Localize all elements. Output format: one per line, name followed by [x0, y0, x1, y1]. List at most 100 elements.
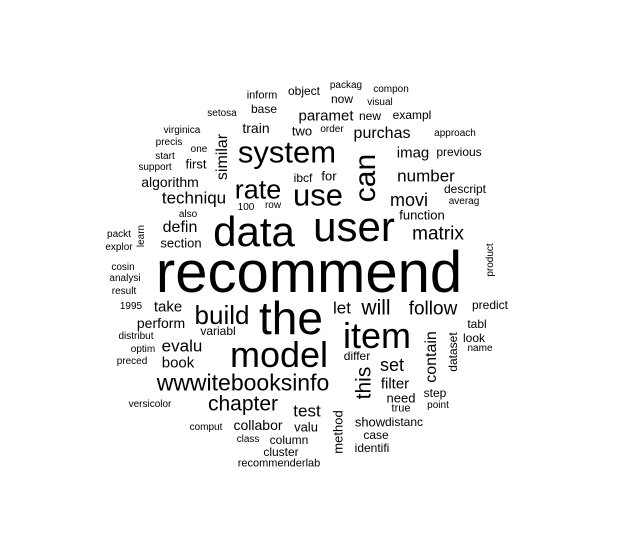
word-section: section	[160, 235, 202, 251]
word-distribut: distribut	[118, 331, 154, 342]
word-descript: descript	[443, 182, 487, 196]
word-paramet: paramet	[298, 107, 354, 125]
word-recommenderlab: recommenderlab	[237, 457, 321, 470]
word-dataset: dataset	[446, 332, 460, 372]
word-system: system	[237, 134, 337, 170]
word-start: start	[155, 151, 175, 162]
word-contain: contain	[423, 331, 440, 383]
word-order: order	[320, 124, 344, 135]
word-valu: valu	[294, 419, 318, 435]
word-case: case	[363, 428, 389, 442]
word-precis: precis	[155, 137, 183, 148]
word-support: support	[138, 162, 172, 173]
word-will: will	[361, 296, 391, 320]
word-packag: packag	[329, 80, 363, 91]
word-averag: averag	[448, 196, 480, 207]
word-visual: visual	[367, 97, 393, 108]
word-class: class	[236, 434, 260, 445]
word-matrix: matrix	[412, 223, 464, 245]
word-method: method	[330, 410, 346, 454]
word-evalu: evalu	[161, 336, 203, 356]
word-variabl: variabl	[200, 324, 236, 338]
word-take: take	[153, 298, 183, 316]
word-filter: filter	[380, 375, 410, 393]
word-base: base	[250, 102, 278, 116]
word-function: function	[399, 207, 445, 223]
word-look: look	[462, 331, 486, 345]
word-cosin: cosin	[111, 262, 135, 273]
word-use: use	[293, 177, 343, 213]
word-follow: follow	[408, 298, 458, 320]
word-true: true	[391, 402, 411, 415]
word-defin: defin	[162, 219, 198, 236]
word-the: the	[259, 292, 323, 344]
word-row: row	[264, 200, 282, 211]
word-for: for	[321, 168, 337, 184]
word-column: column	[269, 433, 309, 447]
word-need: need	[386, 390, 416, 406]
word-show: show	[354, 414, 386, 430]
word-learn: learn	[136, 224, 147, 248]
word-let: let	[333, 298, 351, 318]
word-predict: predict	[471, 298, 509, 312]
word-step: step	[423, 386, 447, 400]
word-chapter: chapter	[207, 392, 279, 416]
word-explor: explor	[105, 242, 133, 253]
word-ibcf: ibcf	[293, 171, 313, 185]
word-user: user	[313, 203, 395, 250]
word-purchas: purchas	[353, 125, 411, 142]
word-algorithm: algorithm	[141, 174, 199, 190]
word-compon: compon	[373, 84, 409, 95]
word-point: point	[427, 400, 449, 411]
word-model: model	[229, 334, 329, 375]
word-distanc: distanc	[384, 415, 424, 429]
word-comput: comput	[189, 422, 223, 433]
word-train: train	[242, 120, 270, 136]
word-one: one	[190, 144, 208, 155]
word-cluster: cluster	[263, 445, 299, 459]
word-first: first	[185, 156, 207, 172]
word-collabor: collabor	[233, 417, 283, 433]
word-item: item	[342, 315, 412, 356]
word-100: 100	[237, 202, 255, 213]
word-book: book	[161, 354, 195, 372]
word-product: product	[485, 243, 496, 277]
word-setosa: setosa	[207, 108, 237, 119]
word-perform: perform	[136, 315, 186, 331]
word-analysi: analysi	[109, 273, 141, 284]
word-differ: differ	[343, 349, 371, 363]
word-build: build	[194, 300, 250, 330]
word-preced: preced	[116, 356, 148, 367]
word-identifi: identifi	[354, 441, 390, 455]
word-two: two	[291, 123, 313, 139]
word-techniqu: techniqu	[161, 188, 227, 208]
word-virginica: virginica	[163, 125, 201, 136]
word-data: data	[213, 208, 295, 255]
word-exampl: exampl	[392, 108, 432, 122]
word-object: object	[287, 84, 321, 98]
word-movi: movi	[389, 190, 429, 210]
word-result: result	[111, 286, 137, 297]
word-optim: optim	[130, 344, 156, 355]
word-new: new	[358, 109, 382, 123]
word-imag: imag	[396, 144, 430, 162]
word-similar: similar	[214, 133, 231, 181]
word-recommend: recommend	[155, 240, 463, 305]
word-now: now	[330, 92, 354, 106]
word-rate: rate	[234, 174, 282, 205]
word-tabl: tabl	[467, 317, 487, 331]
word-1995: 1995	[119, 301, 143, 312]
word-name: name	[467, 343, 493, 354]
word-test: test	[293, 401, 321, 421]
word-also: also	[178, 209, 198, 220]
word-can: can	[349, 153, 382, 203]
word-previous: previous	[436, 145, 482, 159]
word-set: set	[379, 355, 405, 375]
word-inform: inform	[246, 89, 278, 102]
word-packt: packt	[107, 229, 131, 240]
word-wwwitebooksinfo: wwwitebooksinfo	[156, 369, 330, 396]
word-number: number	[397, 166, 455, 186]
word-this: this	[352, 366, 376, 400]
word-approach: approach	[434, 128, 476, 139]
